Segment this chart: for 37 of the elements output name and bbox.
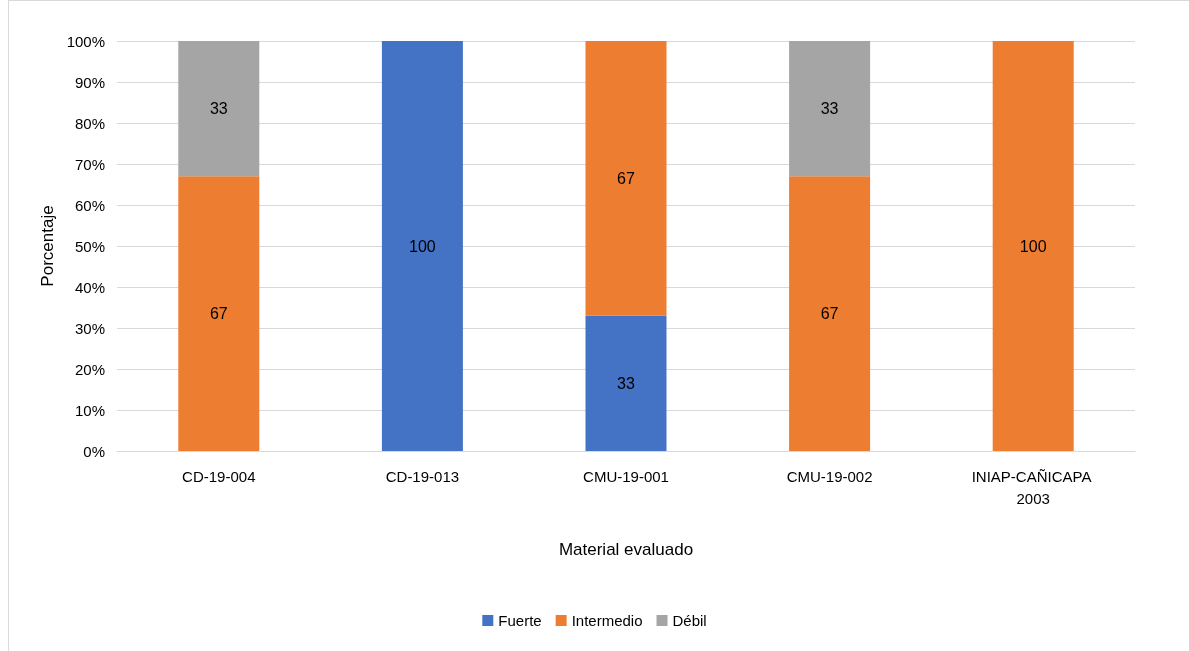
- y-tick-label: 10%: [74, 401, 105, 419]
- y-tick-label: 40%: [74, 278, 105, 296]
- x-axis-title: Material evaluado: [558, 540, 694, 559]
- bar: [178, 41, 260, 177]
- x-tick-label: CD-19-004: [182, 467, 256, 485]
- bar: [992, 41, 1074, 451]
- y-axis-title: Porcentaje: [37, 205, 57, 287]
- x-tick-label: CMU-19-001: [583, 467, 669, 485]
- y-tick-label: 50%: [74, 237, 105, 255]
- data-label: 33: [617, 374, 635, 392]
- bar: [789, 41, 871, 177]
- bar: [585, 41, 667, 316]
- y-tick-label: 70%: [74, 155, 105, 173]
- data-label: 67: [820, 305, 839, 323]
- data-label: 100: [1019, 237, 1047, 255]
- y-tick-label: 60%: [74, 196, 105, 214]
- y-tick-label: 80%: [74, 114, 105, 132]
- y-tick-label: 100%: [66, 32, 105, 50]
- legend-label: Intermedio: [571, 612, 643, 629]
- bar: [381, 41, 463, 451]
- x-tick-label: INIAP-CAÑICAPA 2003: [971, 467, 1095, 507]
- legend-label: Fuerte: [498, 612, 542, 629]
- x-tick-label: CD-19-013: [385, 467, 460, 485]
- data-label: 67: [209, 305, 228, 323]
- bar: [789, 176, 871, 451]
- x-tick-label: CMU-19-002: [786, 467, 873, 485]
- bar: [585, 315, 667, 451]
- data-label: 67: [617, 169, 635, 187]
- legend-label: Débil: [672, 612, 707, 629]
- data-label: 33: [209, 100, 228, 118]
- data-label: 100: [409, 237, 436, 255]
- data-label: 33: [820, 100, 839, 118]
- y-tick-label: 20%: [74, 360, 105, 378]
- bar: [178, 176, 260, 451]
- y-tick-label: 30%: [74, 319, 105, 337]
- y-tick-label: 0%: [83, 442, 105, 460]
- y-tick-label: 90%: [74, 73, 105, 91]
